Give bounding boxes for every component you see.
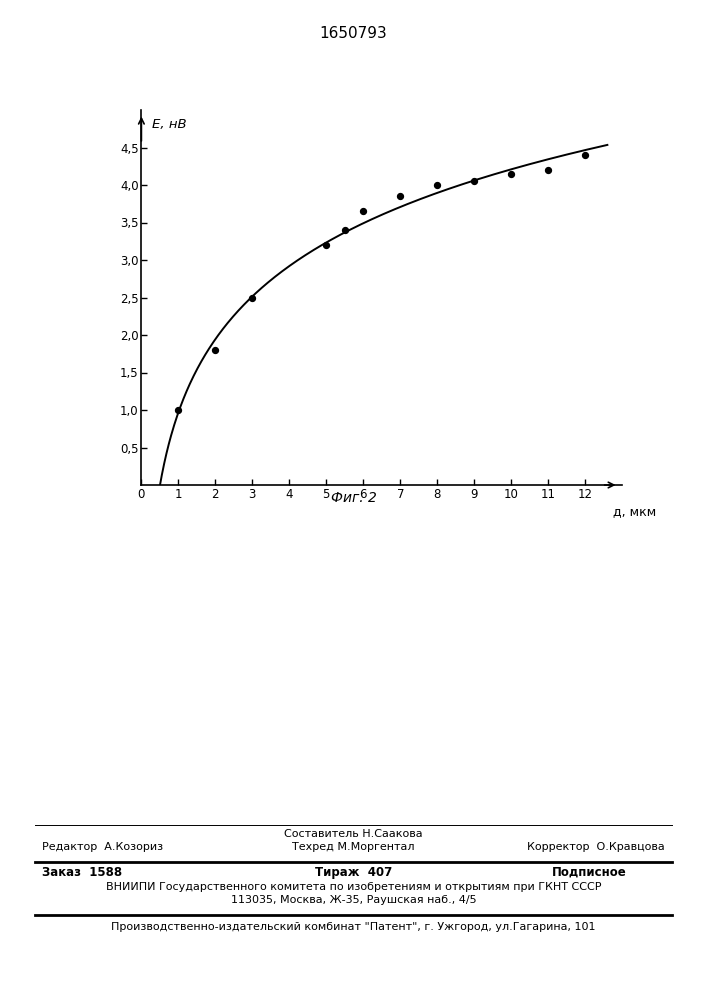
- Text: Корректор  О.Кравцова: Корректор О.Кравцова: [527, 842, 665, 852]
- Text: 1650793: 1650793: [320, 26, 387, 41]
- Text: Тираж  407: Тираж 407: [315, 866, 392, 879]
- Text: Производственно-издательский комбинат "Патент", г. Ужгород, ул.Гагарина, 101: Производственно-издательский комбинат "П…: [111, 922, 596, 932]
- Text: 113035, Москва, Ж-35, Раушская наб., 4/5: 113035, Москва, Ж-35, Раушская наб., 4/5: [230, 895, 477, 905]
- Point: [431, 177, 443, 193]
- Point: [395, 188, 406, 204]
- Text: Подписное: Подписное: [551, 866, 626, 879]
- Text: Редактор  А.Козориз: Редактор А.Козориз: [42, 842, 163, 852]
- Point: [210, 342, 221, 358]
- Text: Заказ  1588: Заказ 1588: [42, 866, 122, 879]
- Point: [469, 173, 480, 189]
- Point: [542, 162, 554, 178]
- Text: Техред М.Моргентал: Техред М.Моргентал: [292, 842, 415, 852]
- Point: [321, 237, 332, 253]
- Point: [358, 203, 369, 219]
- Text: Составитель Н.Саакова: Составитель Н.Саакова: [284, 829, 423, 839]
- Point: [580, 147, 591, 163]
- Point: [247, 290, 258, 306]
- Point: [339, 222, 351, 238]
- Text: д, мкм: д, мкм: [613, 505, 656, 518]
- Text: E, нВ: E, нВ: [153, 118, 187, 131]
- Point: [173, 402, 184, 418]
- Text: Фиг. 2: Фиг. 2: [331, 491, 376, 505]
- Text: ВНИИПИ Государственного комитета по изобретениям и открытиям при ГКНТ СССР: ВНИИПИ Государственного комитета по изоб…: [106, 882, 601, 892]
- Point: [506, 166, 517, 182]
